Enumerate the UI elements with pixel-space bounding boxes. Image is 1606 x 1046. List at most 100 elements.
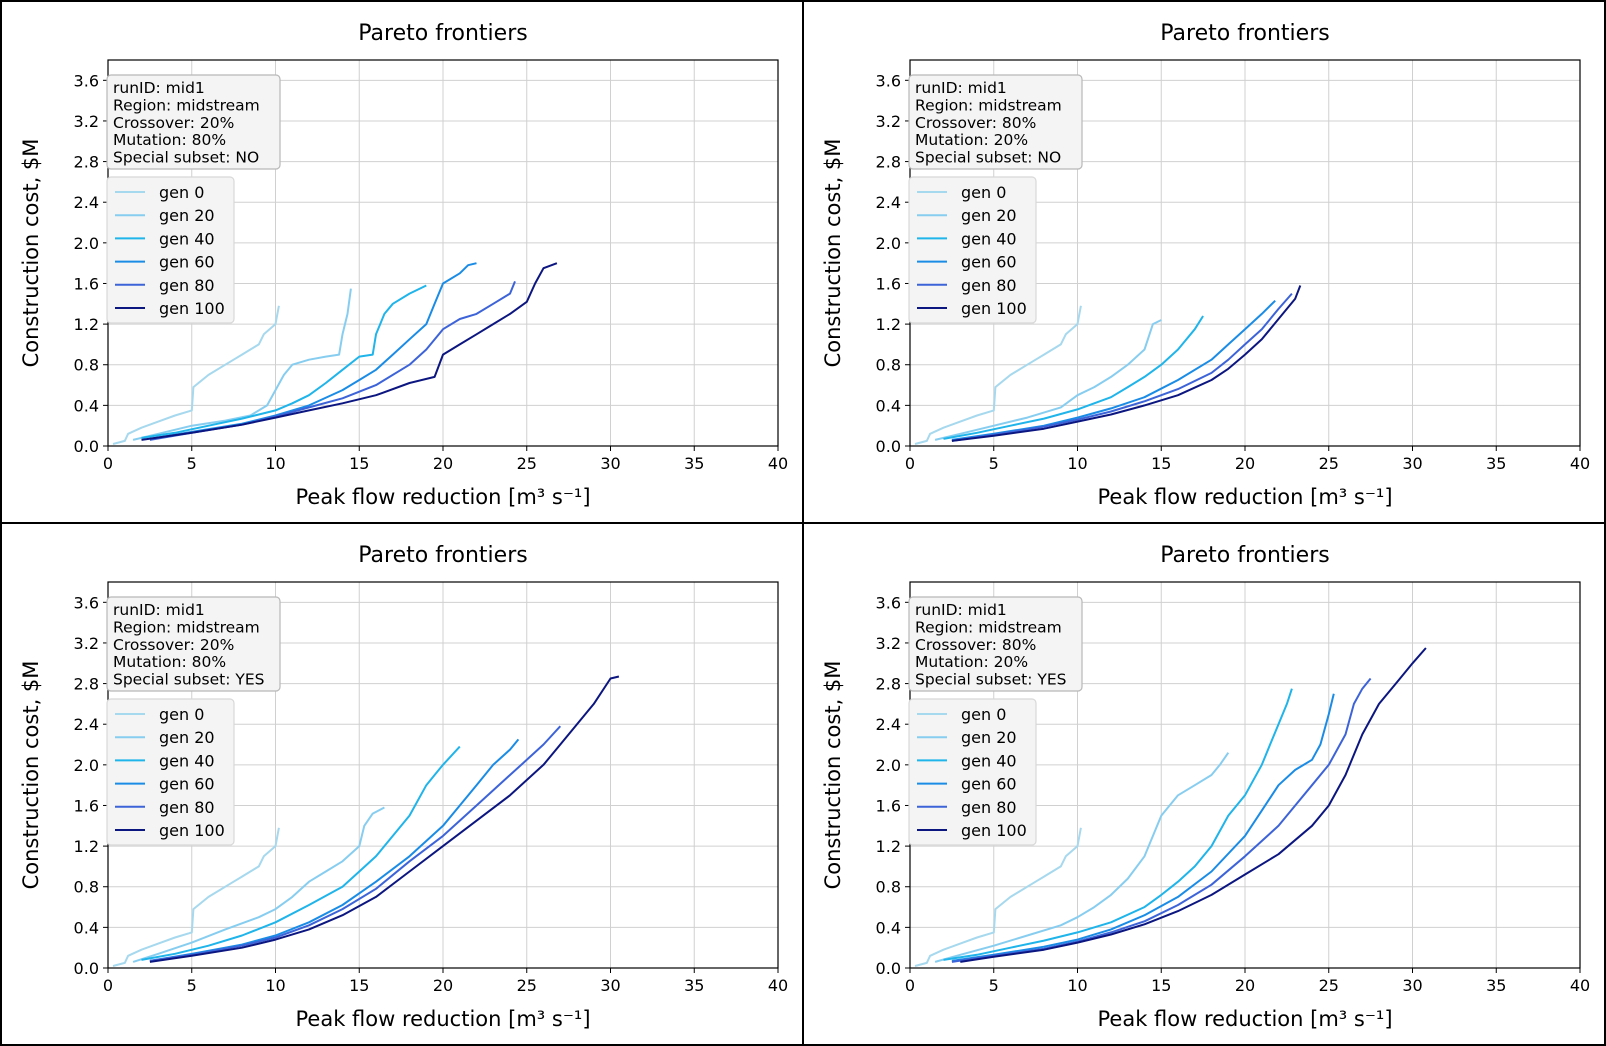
x-tick-label: 35 xyxy=(684,976,704,995)
x-tick-label: 15 xyxy=(1151,976,1171,995)
legend-label: gen 40 xyxy=(961,751,1017,770)
run-info-line: Crossover: 80% xyxy=(915,114,1036,132)
series-line-gen-5 xyxy=(960,647,1427,963)
y-tick-label: 1.2 xyxy=(74,315,99,334)
series-line-gen-1 xyxy=(934,319,1162,441)
run-info-background xyxy=(908,596,1083,692)
run-info-line: Special subset: YES xyxy=(113,671,264,689)
x-tick-label: 20 xyxy=(433,976,453,995)
legend-label: gen 60 xyxy=(961,775,1017,794)
chart-title: Pareto frontiers xyxy=(358,543,527,568)
legend-label: gen 80 xyxy=(159,276,215,295)
y-tick-label: 2.0 xyxy=(876,756,901,775)
series-group xyxy=(914,285,1302,445)
x-axis-label: Peak flow reduction [m³ s⁻¹] xyxy=(295,1007,590,1031)
x-tick-label: 0 xyxy=(103,454,113,473)
series-line-gen-0 xyxy=(112,827,280,967)
series-line-gen-2 xyxy=(141,284,427,439)
series-line-gen-3 xyxy=(951,693,1335,962)
x-tick-label: 30 xyxy=(600,454,620,473)
run-info-line: Mutation: 20% xyxy=(915,131,1028,149)
y-tick-label: 2.8 xyxy=(74,675,99,694)
x-tick-label: 40 xyxy=(1570,976,1590,995)
chart-title: Pareto frontiers xyxy=(1160,543,1329,568)
x-axis-label: Peak flow reduction [m³ s⁻¹] xyxy=(1097,1007,1392,1031)
y-tick-label: 2.0 xyxy=(876,234,901,253)
x-tick-label: 25 xyxy=(1319,976,1339,995)
chart-title: Pareto frontiers xyxy=(1160,21,1329,46)
x-tick-label: 40 xyxy=(768,454,788,473)
legend-label: gen 20 xyxy=(961,728,1017,747)
x-tick-label: 20 xyxy=(1235,454,1255,473)
x-tick-label: 30 xyxy=(600,976,620,995)
legend: gen 0 gen 20 gen 40 gen 60 gen 80 gen 100 xyxy=(106,698,235,846)
series-line-gen-4 xyxy=(149,725,562,962)
y-tick-label: 2.4 xyxy=(74,193,99,212)
legend: gen 0 gen 20 gen 40 gen 60 gen 80 gen 100 xyxy=(908,698,1037,846)
legend-label: gen 60 xyxy=(961,253,1017,272)
y-tick-label: 2.4 xyxy=(74,715,99,734)
series-group xyxy=(914,647,1427,967)
series-line-gen-1 xyxy=(132,806,385,963)
run-info-background xyxy=(106,596,281,692)
y-axis-label: Construction cost, $M xyxy=(821,139,845,368)
legend-label: gen 80 xyxy=(159,798,215,817)
y-tick-label: 0.0 xyxy=(74,959,99,978)
x-tick-label: 25 xyxy=(517,976,537,995)
y-tick-label: 2.4 xyxy=(876,193,901,212)
y-tick-label: 3.6 xyxy=(876,593,901,612)
chart-panel-top-left: 0 5 10 15 20 25 30 35 40 0.0 0.4 0.8 1.2 1.6 2.0 2.4 2.8… xyxy=(0,0,804,524)
run-info-line: Special subset: YES xyxy=(915,671,1066,689)
x-tick-label: 5 xyxy=(187,976,197,995)
run-info-line: Special subset: NO xyxy=(915,149,1061,167)
run-info-line: runID: mid1 xyxy=(113,601,205,619)
y-axis-label: Construction cost, $M xyxy=(19,139,43,368)
run-info-line: Mutation: 80% xyxy=(113,131,226,149)
legend-label: gen 40 xyxy=(961,229,1017,248)
chart-top-left: 0 5 10 15 20 25 30 35 40 0.0 0.4 0.8 1.2 1.6 2.0 2.4 2.8… xyxy=(19,21,788,509)
y-tick-label: 3.2 xyxy=(74,634,99,653)
legend-background xyxy=(908,698,1037,846)
series-line-gen-2 xyxy=(943,315,1204,440)
y-tick-label: 3.6 xyxy=(74,593,99,612)
run-info-line: Region: midstream xyxy=(915,96,1062,114)
series-line-gen-0 xyxy=(914,827,1082,967)
y-tick-label: 2.0 xyxy=(74,756,99,775)
y-tick-label: 1.6 xyxy=(74,274,99,293)
series-line-gen-5 xyxy=(141,262,558,441)
x-tick-label: 0 xyxy=(103,976,113,995)
legend-label: gen 100 xyxy=(961,299,1027,318)
run-info-line: Region: midstream xyxy=(915,618,1062,636)
legend-background xyxy=(106,176,235,324)
y-tick-label: 0.8 xyxy=(876,356,901,375)
run-info-line: Crossover: 20% xyxy=(113,636,234,654)
series-line-gen-3 xyxy=(149,738,520,962)
legend-label: gen 40 xyxy=(159,751,215,770)
y-tick-label: 3.2 xyxy=(74,112,99,131)
y-tick-label: 0.0 xyxy=(74,437,99,456)
legend-label: gen 20 xyxy=(159,728,215,747)
chart-top-right: 0 5 10 15 20 25 30 35 40 0.0 0.4 0.8 1.2 1.6 2.0 2.4 2.8… xyxy=(821,21,1590,509)
y-axis-label: Construction cost, $M xyxy=(821,661,845,890)
legend-background xyxy=(106,698,235,846)
y-tick-label: 0.8 xyxy=(876,878,901,897)
x-tick-label: 20 xyxy=(1235,976,1255,995)
y-tick-label: 0.0 xyxy=(876,437,901,456)
run-info-line: Special subset: NO xyxy=(113,149,259,167)
y-tick-label: 1.2 xyxy=(74,837,99,856)
series-line-gen-2 xyxy=(141,745,461,961)
chart-bottom-left: 0 5 10 15 20 25 30 35 40 0.0 0.4 0.8 1.2 1.6 2.0 2.4 2.8… xyxy=(19,543,788,1031)
legend-label: gen 60 xyxy=(159,775,215,794)
x-tick-label: 5 xyxy=(187,454,197,473)
run-info-line: Region: midstream xyxy=(113,96,260,114)
x-tick-label: 35 xyxy=(1486,976,1506,995)
series-group xyxy=(112,675,620,967)
run-info-line: Crossover: 80% xyxy=(915,636,1036,654)
y-tick-label: 1.6 xyxy=(876,274,901,293)
y-tick-label: 2.8 xyxy=(876,675,901,694)
x-tick-label: 5 xyxy=(989,454,999,473)
y-tick-label: 2.4 xyxy=(876,715,901,734)
series-line-gen-5 xyxy=(951,285,1302,442)
